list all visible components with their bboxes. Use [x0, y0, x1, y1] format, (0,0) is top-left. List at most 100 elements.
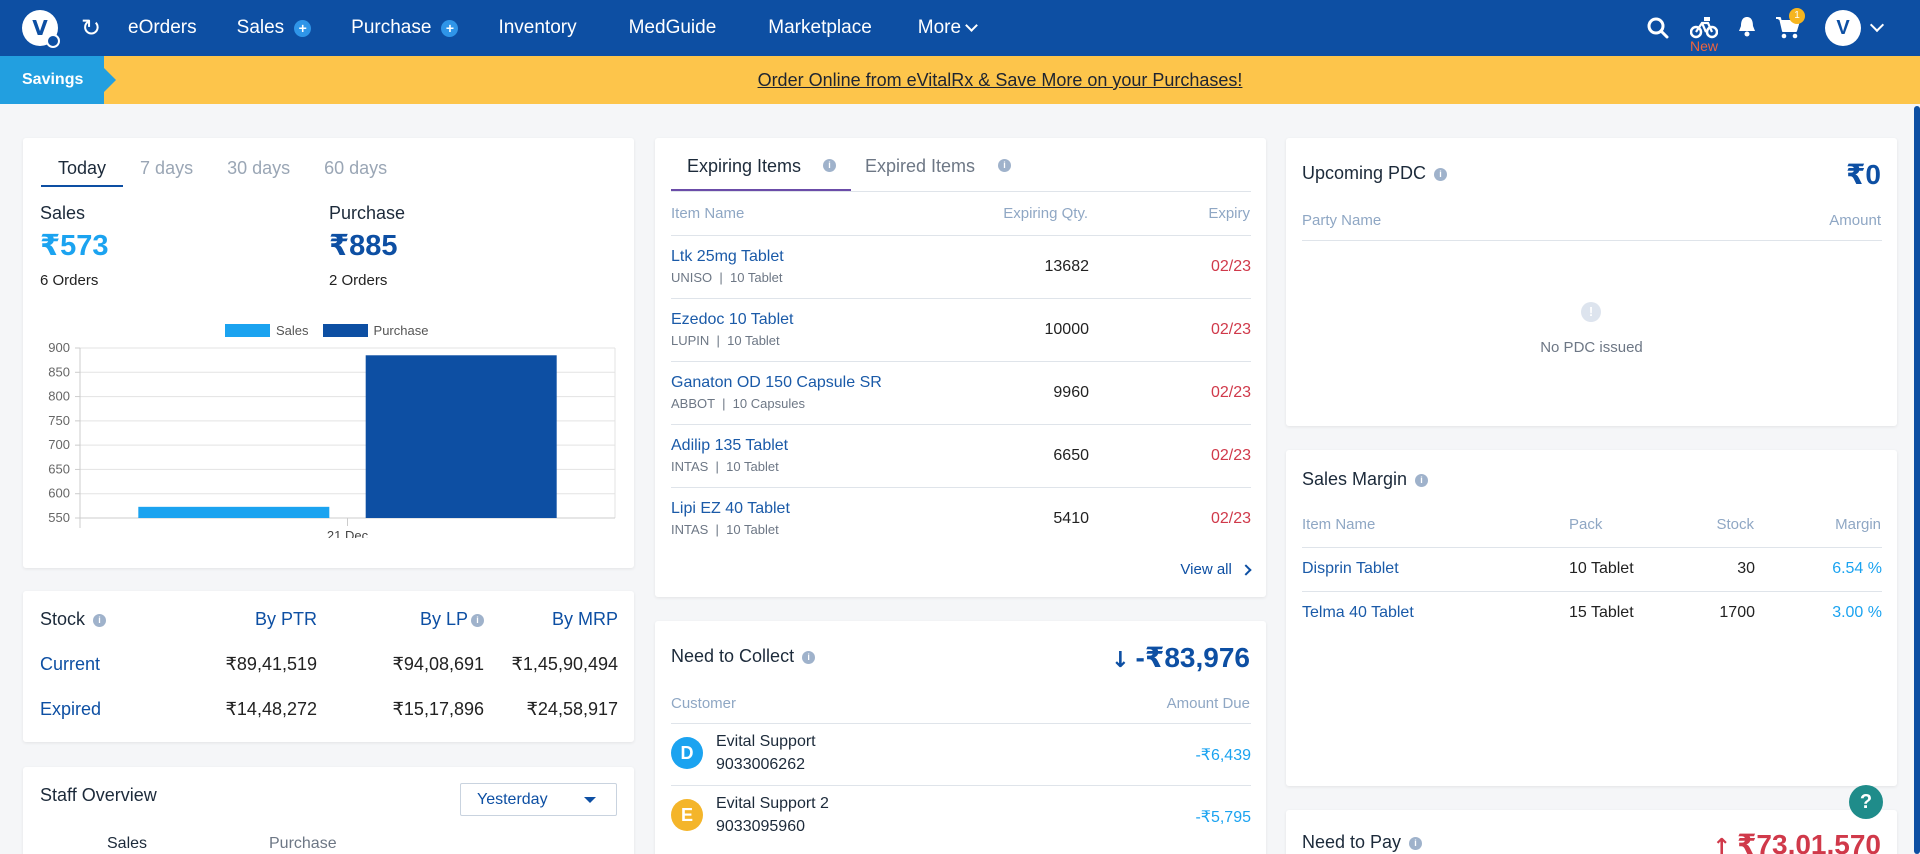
- item-expiry: 02/23: [1210, 447, 1251, 464]
- staff-overview-card: Staff Overview Yesterday Sales Purchase: [23, 767, 634, 854]
- pdc-amount: ₹0: [1845, 159, 1881, 190]
- margin-stock: 30: [1737, 560, 1755, 577]
- divider: [1302, 240, 1882, 241]
- table-row[interactable]: Adilip 135 Tablet INTAS | 10 Tablet 6650 02…: [671, 424, 1251, 487]
- info-icon[interactable]: i: [1415, 473, 1429, 487]
- new-label: New: [1690, 38, 1719, 54]
- item-expiry: 02/23: [1210, 510, 1251, 527]
- item-name-link[interactable]: Lipi EZ 40 Tablet: [671, 500, 790, 517]
- chevron-down-icon: [965, 18, 978, 32]
- nav-eorders[interactable]: eOrders: [128, 17, 197, 38]
- item-name-link[interactable]: Ganaton OD 150 Capsule SR: [671, 374, 882, 391]
- savings-tag: Savings: [0, 56, 116, 104]
- search-icon[interactable]: [1647, 17, 1669, 39]
- upcoming-pdc-card: Upcoming PDC i ₹0 Party Name Amount ! No …: [1286, 138, 1897, 426]
- info-icon[interactable]: i: [93, 613, 107, 627]
- info-icon[interactable]: i: [471, 613, 484, 627]
- tab-60-days[interactable]: 60 days: [324, 158, 388, 178]
- item-name-link[interactable]: Ltk 25mg Tablet: [671, 248, 784, 265]
- table-row[interactable]: Ezedoc 10 Tablet LUPIN | 10 Tablet 10000 02…: [671, 298, 1251, 361]
- list-item[interactable]: E Evital Support 2 9033095960 -₹5,795: [671, 785, 1251, 847]
- margin-title: Sales Margin: [1302, 469, 1408, 489]
- item-name-link[interactable]: Adilip 135 Tablet: [671, 437, 789, 454]
- purchase-value: ₹885: [329, 230, 398, 262]
- user-menu-chevron-icon[interactable]: [1869, 17, 1885, 33]
- user-avatar[interactable]: V: [1825, 10, 1861, 46]
- pdc-title: Upcoming PDC: [1302, 163, 1427, 183]
- help-icon[interactable]: ?: [1849, 785, 1883, 819]
- view-all-link[interactable]: View all: [1180, 561, 1252, 578]
- notification-bell-icon[interactable]: [1737, 16, 1757, 38]
- nav-menu: eOrders Sales + Purchase + Inventory MedGuide M…: [106, 17, 872, 39]
- sales-label: Sales: [40, 203, 86, 223]
- savings-banner: Order Online from eVitalRx & Save More o…: [0, 56, 1920, 104]
- nav-sales[interactable]: Sales +: [237, 17, 312, 39]
- divider: [671, 191, 1251, 192]
- page-scrollbar[interactable]: [1914, 106, 1920, 854]
- savings-banner-link[interactable]: Order Online from eVitalRx & Save More o…: [757, 70, 1243, 90]
- staff-title: Staff Overview: [40, 785, 157, 805]
- staff-period-dropdown[interactable]: Yesterday: [460, 783, 617, 816]
- table-row[interactable]: Ltk 25mg Tablet UNISO | 10 Tablet 13682 02/…: [671, 235, 1251, 298]
- info-icon[interactable]: i: [1434, 167, 1448, 181]
- delivery-bike-icon[interactable]: [1690, 15, 1718, 39]
- y-tick-label: 850: [48, 364, 70, 379]
- legend-label-purchase: Purchase: [373, 323, 429, 338]
- tab-expiring-items[interactable]: Expiring Items i: [671, 138, 851, 191]
- margin-header-item: Item Name: [1302, 516, 1376, 533]
- item-qty: 6650: [1053, 447, 1089, 464]
- table-row[interactable]: Ganaton OD 150 Capsule SR ABBOT | 10 Caps…: [671, 361, 1251, 424]
- stock-value: ₹24,58,917: [526, 699, 618, 719]
- nav-medguide[interactable]: MedGuide: [628, 17, 717, 38]
- y-tick-label: 900: [48, 340, 70, 355]
- y-tick-label: 750: [48, 413, 70, 428]
- table-row[interactable]: Disprin Tablet 10 Tablet 30 6.54 %: [1302, 547, 1882, 591]
- plus-circle-icon[interactable]: +: [294, 19, 312, 37]
- table-row[interactable]: Lipi EZ 40 Tablet INTAS | 10 Tablet 5410 02…: [671, 487, 1251, 550]
- y-tick-label: 650: [48, 461, 70, 476]
- refresh-icon[interactable]: ↻: [80, 14, 102, 42]
- tab-30-days[interactable]: 30 days: [227, 158, 291, 178]
- info-icon[interactable]: i: [998, 159, 1011, 172]
- chart-legend: Sales Purchase: [225, 323, 442, 338]
- info-icon[interactable]: i: [1409, 836, 1423, 850]
- margin-item-link[interactable]: Disprin Tablet: [1302, 560, 1399, 577]
- list-item[interactable]: D Evital Support 9033006262 -₹6,439: [671, 723, 1251, 785]
- customer-phone: 9033095960: [716, 818, 805, 835]
- info-icon[interactable]: i: [802, 650, 816, 664]
- table-row[interactable]: Telma 40 Tablet 15 Tablet 1700 3.00 %: [1302, 591, 1882, 635]
- expiring-items-card: Expiring Items i Expired Items i Item Na…: [655, 138, 1266, 597]
- app-logo[interactable]: V: [22, 10, 60, 48]
- nav-marketplace[interactable]: Marketplace: [768, 17, 872, 38]
- bar-sales: [138, 506, 330, 518]
- plus-circle-icon[interactable]: +: [441, 19, 459, 37]
- expiring-header-item: Item Name: [671, 205, 745, 222]
- margin-item-link[interactable]: Telma 40 Tablet: [1302, 604, 1414, 621]
- tab-expired-items[interactable]: Expired Items i: [865, 138, 1025, 191]
- item-qty: 13682: [1044, 258, 1090, 275]
- stock-header-ptr[interactable]: By PTR: [254, 609, 317, 629]
- margin-header-stock: Stock: [1716, 516, 1754, 533]
- customer-name: Evital Support 2: [716, 795, 829, 812]
- staff-col-purchase: Purchase: [269, 835, 337, 852]
- stock-row-current[interactable]: Current: [40, 654, 101, 674]
- cart-count-badge: 1: [1789, 8, 1805, 24]
- purchase-label: Purchase: [329, 203, 406, 223]
- item-name-link[interactable]: Ezedoc 10 Tablet: [671, 311, 794, 328]
- legend-label-sales: Sales: [276, 323, 309, 338]
- sales-orders: 6 Orders: [40, 272, 99, 289]
- expiring-header-qty: Expiring Qty.: [1003, 205, 1088, 222]
- sales-purchase-card: Today 7 days 30 days 60 days Sales ₹573 6 O…: [23, 138, 634, 568]
- stock-row-expired[interactable]: Expired: [40, 699, 102, 719]
- nav-inventory[interactable]: Inventory: [498, 17, 577, 38]
- info-icon[interactable]: i: [823, 159, 836, 172]
- tab-7-days[interactable]: 7 days: [140, 158, 194, 178]
- margin-pack: 10 Tablet: [1569, 560, 1634, 577]
- staff-col-sales: Sales: [107, 835, 148, 852]
- nav-purchase[interactable]: Purchase +: [351, 17, 459, 39]
- stock-header-mrp[interactable]: By MRP: [551, 609, 618, 629]
- purchase-orders: 2 Orders: [329, 272, 388, 289]
- pay-total: ₹73,01,570: [1736, 829, 1881, 854]
- nav-more[interactable]: More: [918, 17, 978, 39]
- tab-today[interactable]: Today: [41, 152, 124, 187]
